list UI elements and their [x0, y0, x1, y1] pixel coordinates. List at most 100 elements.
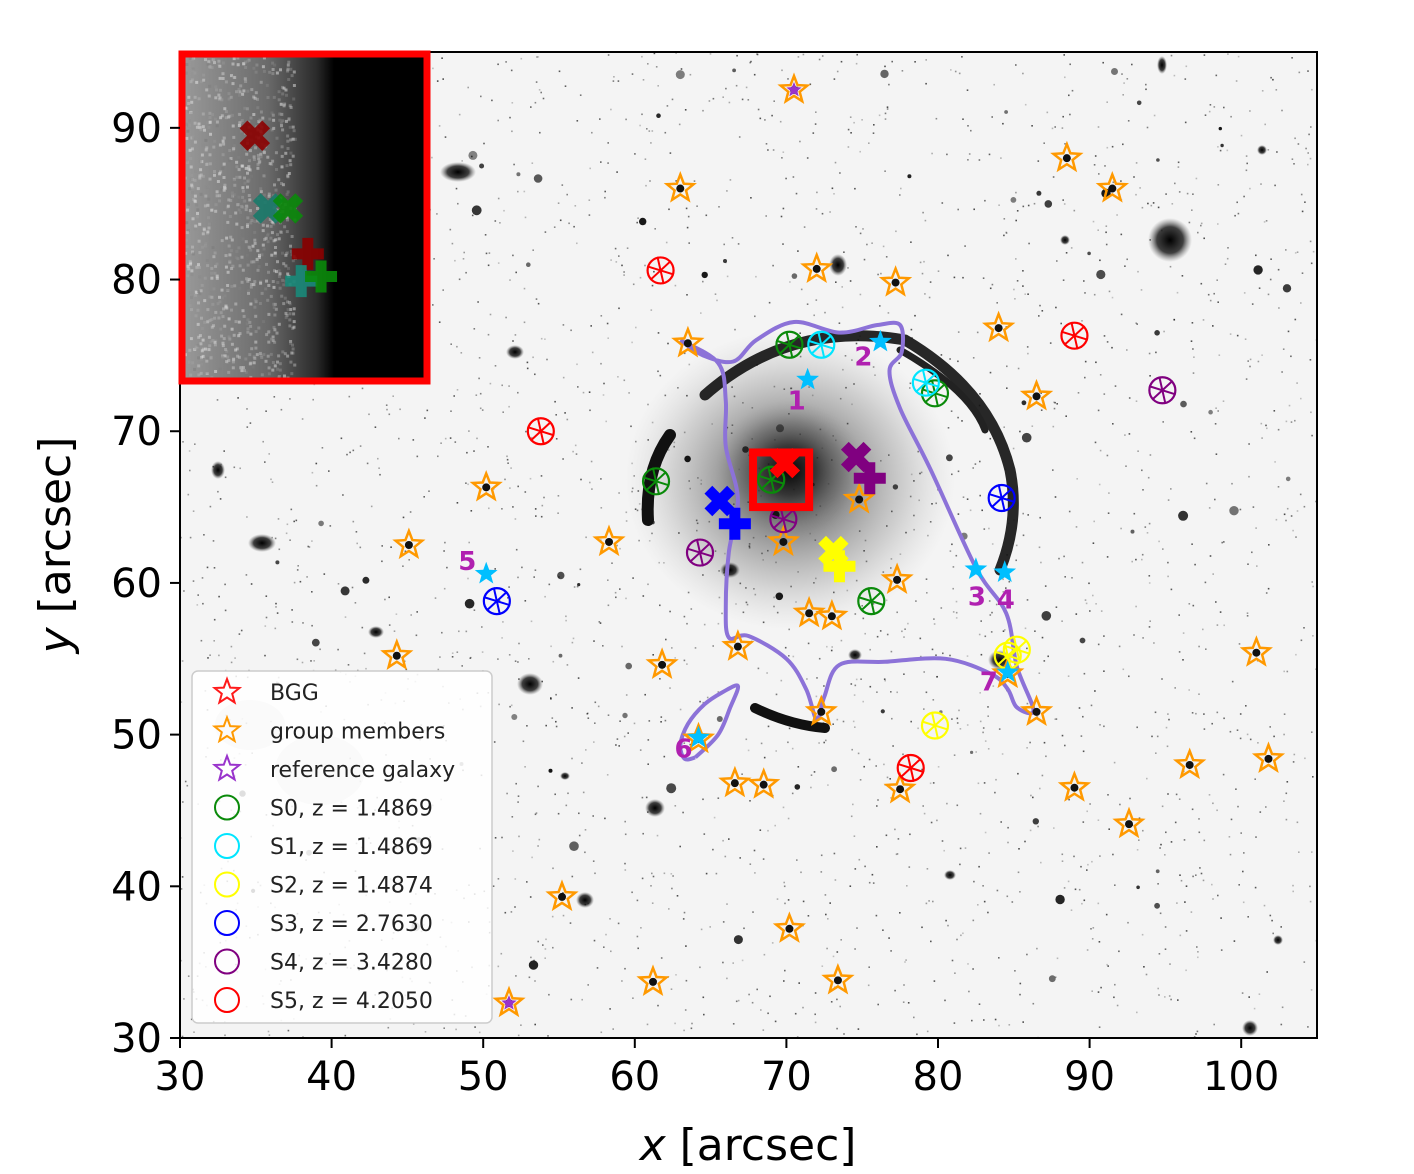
critical-curve-loop [678, 683, 741, 762]
x-tick: 70 [761, 1038, 812, 1100]
group-member-star [1019, 694, 1054, 727]
group-member-core [785, 924, 794, 933]
x-tick: 60 [609, 1038, 660, 1100]
svg-text:S3, z = 2.7630: S3, z = 2.7630 [270, 912, 433, 937]
model-prediction-cross [704, 485, 735, 517]
critical-curve [679, 319, 1036, 722]
source-s4-image [685, 538, 715, 567]
legend-entry: S5, z = 4.2050 [214, 987, 433, 1014]
inset-cross [291, 237, 324, 270]
group-member-core [482, 483, 491, 492]
group-member-core [1185, 760, 1194, 769]
model-prediction-cross [853, 462, 886, 495]
group-member-core [1062, 154, 1071, 163]
legend-entry: S2, z = 1.4874 [214, 871, 433, 899]
reference-galaxy-star [786, 81, 802, 97]
source-s5-image [896, 753, 925, 783]
svg-text:60: 60 [111, 561, 162, 607]
group-member-core [817, 707, 826, 716]
group-member-core [676, 184, 685, 193]
source-s4-image [769, 505, 798, 534]
svg-text:80: 80 [111, 258, 162, 304]
group-member-core [392, 651, 401, 660]
group-member-core [1125, 820, 1134, 829]
image-number-label: 6 [674, 735, 692, 765]
svg-text:40: 40 [111, 864, 162, 910]
legend-entry: group members [211, 714, 445, 745]
svg-text:80: 80 [913, 1054, 964, 1100]
group-member-star [380, 638, 414, 670]
y-tick: 90 [111, 106, 180, 152]
source-s5-image [1060, 321, 1089, 350]
group-member-core [812, 264, 821, 273]
group-member-star [1019, 378, 1054, 411]
model-prediction-cross [840, 441, 872, 473]
image-number-label: 2 [854, 343, 872, 373]
group-member-core [558, 892, 567, 901]
svg-text:90: 90 [1064, 1054, 1115, 1100]
group-member-core [779, 537, 788, 546]
group-member-star [1239, 635, 1273, 667]
group-member-core [605, 537, 614, 546]
inset-cross [305, 260, 338, 293]
group-member-core [994, 324, 1003, 333]
group-member-core [891, 278, 900, 287]
svg-text:S2, z = 1.4874: S2, z = 1.4874 [270, 874, 433, 899]
svg-text:50: 50 [458, 1054, 509, 1100]
group-member-star [815, 598, 849, 631]
inset-region-box [749, 448, 814, 512]
svg-text:S4, z = 3.4280: S4, z = 3.4280 [270, 951, 433, 976]
source-s2-image [1002, 635, 1031, 664]
x-tick: 50 [458, 1038, 509, 1100]
plot-frame [179, 51, 1318, 1039]
legend-entry: S4, z = 3.4280 [214, 948, 433, 976]
source-s2-image [920, 711, 950, 740]
group-member-core [733, 642, 742, 651]
group-member-star [1095, 171, 1130, 203]
source-s0-image [857, 587, 886, 616]
image-number-label: 5 [458, 547, 476, 577]
svg-text:30: 30 [111, 1016, 162, 1062]
group-member-star [821, 962, 855, 995]
group-member-core [648, 977, 657, 986]
group-member-star [842, 482, 876, 514]
y-tick: 60 [111, 561, 180, 607]
source-s3-image [987, 483, 1016, 513]
legend-entry: S1, z = 1.4869 [214, 833, 433, 860]
legend: BGG group members reference galaxy S0, z = … [191, 670, 493, 1024]
source-s1-image [911, 368, 940, 397]
group-member-star [772, 911, 807, 943]
group-member-core [893, 575, 902, 584]
y-tick: 30 [111, 1016, 180, 1062]
image-marker-star [796, 367, 819, 390]
group-member-star [804, 694, 838, 727]
image-number-label: 1 [788, 387, 806, 417]
image-marker-star [996, 660, 1020, 683]
group-member-star [1251, 741, 1286, 774]
image-marker-star [869, 329, 892, 352]
inset-cross [239, 120, 271, 151]
x-tick: 90 [1064, 1038, 1115, 1100]
zoom-inset [178, 50, 431, 385]
x-tick: 100 [1203, 1038, 1279, 1100]
legend-entry: BGG [211, 676, 319, 706]
model-prediction-cross [718, 507, 751, 540]
group-member-star [1172, 747, 1207, 780]
model-prediction-cross [823, 550, 856, 583]
svg-text:60: 60 [609, 1054, 660, 1100]
inset-cross [285, 265, 318, 298]
reference-galaxy-star [501, 995, 517, 1010]
svg-text:70: 70 [761, 1054, 812, 1100]
x-tick: 80 [913, 1038, 964, 1100]
svg-text:90: 90 [111, 106, 162, 152]
group-member-core [1032, 707, 1041, 716]
group-member-core [404, 541, 413, 549]
group-member-star [469, 469, 503, 502]
group-member-star [792, 595, 826, 628]
svg-text:50: 50 [111, 713, 162, 759]
svg-text:S0, z = 1.4869: S0, z = 1.4869 [270, 797, 433, 822]
group-member-core [805, 609, 814, 618]
group-member-core [658, 660, 667, 669]
svg-text:reference galaxy: reference galaxy [270, 758, 455, 783]
source-s4-image [1148, 376, 1177, 405]
